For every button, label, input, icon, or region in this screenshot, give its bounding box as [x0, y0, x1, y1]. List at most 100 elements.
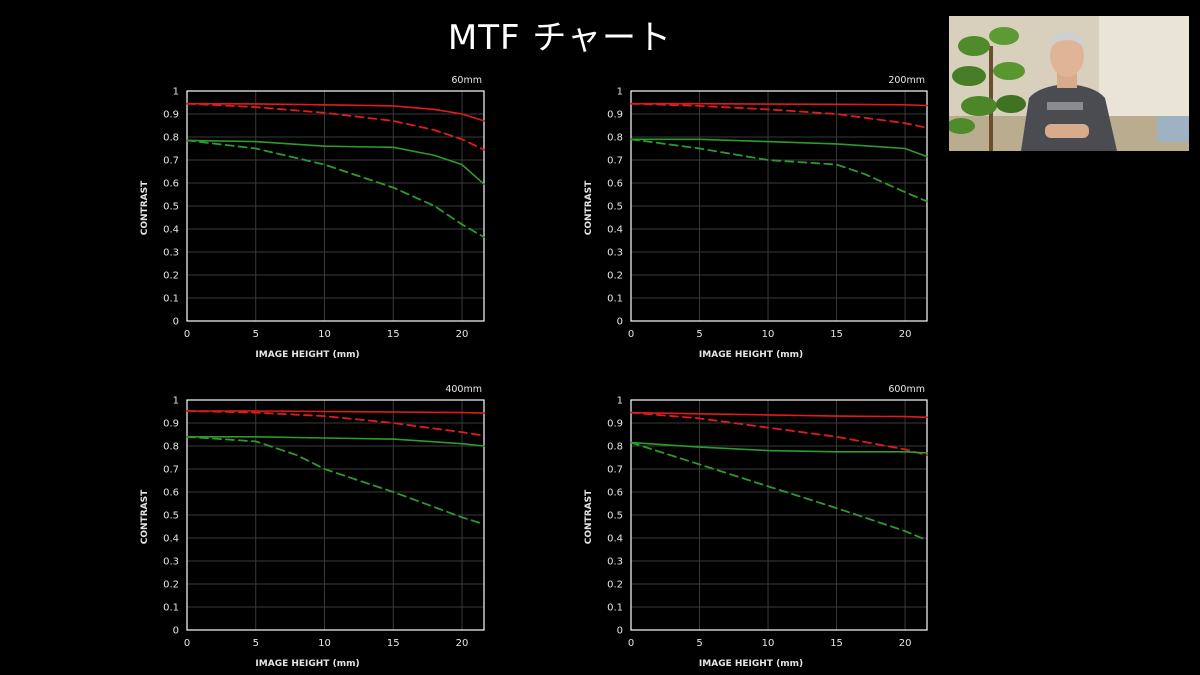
y-tick-label: 0.5: [163, 511, 179, 522]
y-tick-label: 0.2: [607, 580, 623, 591]
y-tick-label: 0.3: [607, 557, 623, 568]
y-tick-label: 0.7: [163, 465, 179, 476]
y-tick-label: 0: [617, 626, 623, 637]
y-tick-label: 0.7: [607, 156, 623, 167]
y-tick-label: 0.6: [163, 488, 179, 499]
y-tick-label: 0: [173, 317, 179, 328]
x-tick-label: 20: [899, 329, 912, 340]
series-line-red-solid: [186, 410, 485, 414]
x-axis-title: IMAGE HEIGHT (mm): [255, 659, 359, 669]
x-tick-label: 20: [899, 638, 912, 649]
x-tick-label: 20: [456, 638, 469, 649]
y-tick-label: 0.9: [607, 110, 623, 121]
x-tick-label: 5: [696, 638, 702, 649]
presenter-video: [949, 16, 1189, 151]
y-tick-label: 0.6: [607, 179, 623, 190]
x-axis-title: IMAGE HEIGHT (mm): [255, 350, 359, 360]
mtf-chart-0: 00.10.20.30.40.50.60.70.80.910 5 10 15 20IMA…: [140, 75, 485, 360]
y-tick-label: 0.3: [163, 557, 179, 568]
y-tick-label: 0.7: [607, 465, 623, 476]
x-tick-label: 0: [628, 329, 634, 340]
y-tick-label: 0.6: [607, 488, 623, 499]
y-tick-label: 0.9: [163, 419, 179, 430]
x-tick-label: 10: [762, 329, 775, 340]
series-line-green-dashed: [186, 139, 485, 239]
series-line-green-solid: [186, 435, 485, 447]
x-axis-title: IMAGE HEIGHT (mm): [699, 350, 803, 360]
chart-title: 60mm: [451, 75, 482, 86]
x-tick-label: 0: [628, 638, 634, 649]
y-tick-label: 0: [617, 317, 623, 328]
y-tick-label: 0.8: [607, 442, 623, 453]
y-tick-label: 0.4: [163, 225, 179, 236]
x-tick-label: 15: [830, 638, 843, 649]
y-tick-label: 1: [617, 396, 623, 407]
series-line-red-dashed: [630, 411, 928, 457]
x-tick-label: 0: [184, 329, 190, 340]
x-tick-label: 15: [387, 329, 400, 340]
series-line-green-dashed: [630, 441, 928, 542]
plant-icon: [949, 27, 1026, 151]
x-tick-label: 0: [184, 638, 190, 649]
x-tick-label: 5: [253, 329, 259, 340]
y-tick-label: 0.1: [163, 294, 179, 305]
y-tick-label: 0.1: [607, 603, 623, 614]
series-line-red-solid: [630, 411, 928, 419]
y-tick-label: 0.7: [163, 156, 179, 167]
chart-title: 200mm: [888, 75, 925, 86]
y-axis-title: CONTRAST: [584, 180, 594, 235]
plot-frame: [630, 90, 928, 322]
y-tick-label: 0.9: [163, 110, 179, 121]
presenter-image: [949, 16, 1189, 151]
x-tick-label: 5: [253, 638, 259, 649]
y-axis-title: CONTRAST: [140, 180, 150, 235]
y-tick-label: 0.4: [607, 534, 623, 545]
y-tick-label: 0.8: [607, 133, 623, 144]
x-tick-label: 10: [762, 638, 775, 649]
mtf-chart-1: 00.10.20.30.40.50.60.70.80.910 5 10 15 20IMA…: [584, 75, 928, 360]
series-line-green-solid: [630, 138, 928, 158]
x-tick-label: 15: [387, 638, 400, 649]
y-tick-label: 0.3: [163, 248, 179, 259]
y-axis-title: CONTRAST: [584, 489, 594, 544]
plot-frame: [630, 399, 928, 631]
x-tick-label: 5: [696, 329, 702, 340]
series-line-green-dashed: [630, 138, 928, 203]
y-tick-label: 0: [173, 626, 179, 637]
mtf-chart-3: 00.10.20.30.40.50.60.70.80.910 5 10 15 20IMA…: [584, 384, 928, 669]
series-line-red-dashed: [186, 410, 485, 437]
y-tick-label: 1: [173, 396, 179, 407]
y-tick-label: 0.9: [607, 419, 623, 430]
x-tick-label: 15: [830, 329, 843, 340]
x-tick-label: 10: [318, 329, 331, 340]
series-line-red-solid: [630, 102, 928, 107]
series-line-green-dashed: [186, 435, 485, 526]
y-tick-label: 0.2: [163, 271, 179, 282]
series-line-green-solid: [630, 441, 928, 454]
chart-title: 600mm: [888, 384, 925, 395]
plot-frame: [186, 90, 485, 322]
series-line-red-solid: [186, 102, 485, 122]
x-tick-label: 20: [456, 329, 469, 340]
series-line-red-dashed: [630, 102, 928, 129]
y-tick-label: 0.8: [163, 133, 179, 144]
y-tick-label: 0.2: [607, 271, 623, 282]
y-axis-title: CONTRAST: [140, 489, 150, 544]
y-tick-label: 0.8: [163, 442, 179, 453]
chart-title: 400mm: [445, 384, 482, 395]
y-tick-label: 0.3: [607, 248, 623, 259]
x-axis-title: IMAGE HEIGHT (mm): [699, 659, 803, 669]
y-tick-label: 1: [617, 87, 623, 98]
series-line-green-solid: [186, 139, 485, 185]
presenter-figure: [1021, 31, 1117, 151]
x-tick-label: 10: [318, 638, 331, 649]
y-tick-label: 0.1: [163, 603, 179, 614]
y-tick-label: 0.6: [163, 179, 179, 190]
y-tick-label: 0.5: [607, 511, 623, 522]
mtf-chart-2: 00.10.20.30.40.50.60.70.80.910 5 10 15 20IMA…: [140, 384, 485, 669]
y-tick-label: 0.5: [607, 202, 623, 213]
y-tick-label: 0.4: [163, 534, 179, 545]
page-title: MTF チャート: [447, 18, 673, 58]
